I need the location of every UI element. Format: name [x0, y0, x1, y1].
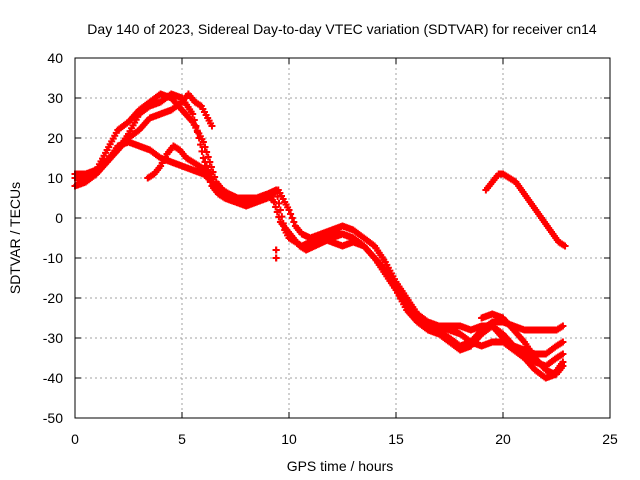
series-7: [478, 310, 567, 378]
data-point: [202, 166, 210, 174]
data-point: [275, 199, 283, 207]
series-8: [482, 170, 569, 250]
y-tick-label: -30: [43, 330, 63, 346]
data-point: [203, 170, 211, 178]
data-point: [208, 122, 216, 130]
series-9: [272, 246, 280, 262]
y-tick-label: 30: [47, 90, 63, 106]
y-tick-label: -50: [43, 410, 63, 426]
data-point: [290, 218, 298, 226]
axis-ticks: 0 5 10 15 20 25 -50 -40 -30 -20 -10 0 10 20 30 40: [43, 50, 618, 447]
x-tick-label: 25: [602, 431, 618, 447]
y-tick-label: -20: [43, 290, 63, 306]
series-6: [306, 222, 567, 382]
data-series: [71, 90, 569, 382]
x-tick-label: 20: [495, 431, 511, 447]
data-point: [288, 214, 296, 222]
series-4: [75, 90, 216, 182]
data-point: [287, 210, 295, 218]
y-tick-label: 40: [47, 50, 63, 66]
data-point: [559, 350, 567, 358]
y-tick-label: -10: [43, 250, 63, 266]
x-tick-label: 15: [388, 431, 404, 447]
data-point: [272, 246, 280, 254]
plot-frame: [74, 57, 611, 419]
data-point: [559, 322, 567, 330]
data-point: [274, 193, 282, 201]
data-point: [199, 154, 207, 162]
data-point: [201, 158, 209, 166]
chart-title: Day 140 of 2023, Sidereal Day-to-day VTE…: [87, 21, 597, 37]
data-point: [194, 128, 202, 136]
data-point: [221, 194, 229, 202]
y-tick-label: 10: [47, 170, 63, 186]
y-tick-label: -40: [43, 370, 63, 386]
data-point: [275, 213, 283, 221]
x-tick-label: 5: [178, 431, 186, 447]
x-tick-label: 0: [71, 431, 79, 447]
data-point: [559, 358, 567, 366]
y-tick-label: 0: [55, 210, 63, 226]
data-point: [201, 143, 209, 151]
data-point: [273, 208, 281, 216]
x-tick-label: 10: [281, 431, 297, 447]
y-tick-label: 20: [47, 130, 63, 146]
data-point: [559, 338, 567, 346]
data-point: [190, 116, 198, 124]
data-point: [561, 242, 569, 250]
data-point: [192, 122, 200, 130]
data-point: [205, 174, 213, 182]
data-point: [198, 147, 206, 155]
data-point: [195, 134, 203, 142]
data-point: [206, 178, 214, 186]
series-5: [144, 142, 229, 202]
x-axis-label: GPS time / hours: [287, 458, 394, 474]
data-point: [189, 110, 197, 118]
data-point: [270, 198, 278, 206]
data-point: [272, 254, 280, 262]
data-point: [272, 203, 280, 211]
data-point: [197, 141, 205, 149]
y-axis-label: SDTVAR / TECUs: [7, 182, 23, 294]
data-point: [272, 186, 280, 194]
data-point: [285, 206, 293, 214]
